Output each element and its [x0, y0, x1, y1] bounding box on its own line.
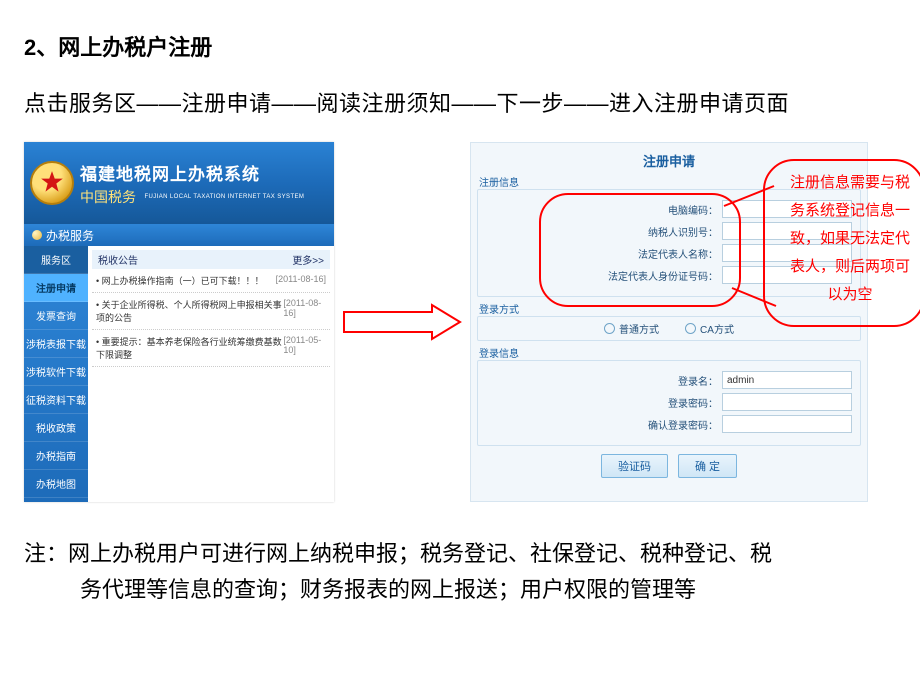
radio-ca[interactable]: CA方式: [685, 321, 734, 336]
more-link[interactable]: 更多>>: [292, 252, 324, 267]
legend-login-info: 登录信息: [477, 345, 861, 360]
sidebar-item[interactable]: 税收政策: [24, 414, 88, 442]
screenshots-row: 福建地税网上办税系统 中国税务 FUJIAN LOCAL TAXATION IN…: [24, 142, 896, 502]
service-bar: 办税服务: [24, 224, 334, 246]
input-password[interactable]: [722, 393, 852, 411]
captcha-button[interactable]: 验证码: [601, 454, 668, 478]
label-taxid: 纳税人识别号：: [608, 224, 718, 239]
sidebar-item[interactable]: 涉税软件下载: [24, 358, 88, 386]
list-item[interactable]: • 重要提示：基本养老保险各行业统筹缴费基数下限调整[2011-05-10]: [92, 330, 330, 367]
label-confirm: 确认登录密码：: [608, 417, 718, 432]
left-screenshot: 福建地税网上办税系统 中国税务 FUJIAN LOCAL TAXATION IN…: [24, 142, 334, 502]
input-taxid[interactable]: [722, 222, 852, 240]
legend-register: 注册信息: [477, 174, 861, 189]
input-repid[interactable]: [722, 266, 852, 284]
submit-button[interactable]: 确 定: [678, 454, 737, 478]
label-repid: 法定代表人身份证号码：: [608, 268, 718, 283]
input-confirm[interactable]: [722, 415, 852, 433]
instruction-line: 点击服务区——注册申请——阅读注册须知——下一步——进入注册申请页面: [24, 86, 896, 118]
sidebar-item[interactable]: 办税指南: [24, 442, 88, 470]
sidebar-item[interactable]: 服务区: [24, 246, 88, 274]
footnote: 注：网上办税用户可进行网上纳税申报；税务登记、社保登记、税种登记、税 务代理等信…: [24, 536, 896, 608]
sidebar-item-active[interactable]: 注册申请: [24, 274, 88, 302]
list-item[interactable]: • 关于企业所得税、个人所得税网上申报相关事项的公告[2011-08-16]: [92, 293, 330, 330]
sidebar-item[interactable]: 征税资料下载: [24, 386, 88, 414]
announcements: 税收公告 更多>> • 网上办税操作指南（一）已可下载！！！[2011-08-1…: [88, 246, 334, 502]
content-title: 税收公告: [98, 252, 138, 267]
input-code[interactable]: [722, 200, 852, 218]
sidebar: 服务区 注册申请 发票查询 涉税表报下载 涉税软件下载 征税资料下载 税收政策 …: [24, 246, 88, 502]
emblem-icon: [30, 161, 74, 205]
app-title-script: 中国税务: [80, 187, 136, 207]
sidebar-item[interactable]: 办税地图: [24, 470, 88, 498]
app-title-en: FUJIAN LOCAL TAXATION INTERNET TAX SYSTE…: [144, 194, 304, 200]
app-header: 福建地税网上办税系统 中国税务 FUJIAN LOCAL TAXATION IN…: [24, 142, 334, 224]
sidebar-item[interactable]: 涉税表报下载: [24, 330, 88, 358]
sidebar-item[interactable]: 咨询导航: [24, 498, 88, 526]
arrow-icon: [342, 303, 462, 341]
form-title: 注册申请: [471, 143, 867, 174]
label-code: 电脑编码：: [608, 202, 718, 217]
sidebar-item[interactable]: 发票查询: [24, 302, 88, 330]
input-username[interactable]: [722, 371, 852, 389]
section-heading: 2、网上办税户注册: [24, 30, 896, 62]
label-username: 登录名：: [608, 373, 718, 388]
legend-login-method: 登录方式: [477, 301, 861, 316]
input-rep[interactable]: [722, 244, 852, 262]
radio-normal[interactable]: 普通方式: [604, 321, 659, 336]
list-item[interactable]: • 网上办税操作指南（一）已可下载！！！[2011-08-16]: [92, 269, 330, 293]
right-screenshot: 注册申请 注册信息 电脑编码： 纳税人识别号： 法定代表人名称： 法定代表人身份…: [470, 142, 868, 502]
label-password: 登录密码：: [608, 395, 718, 410]
app-title-cn: 福建地税网上办税系统: [80, 160, 304, 185]
label-rep: 法定代表人名称：: [608, 246, 718, 261]
